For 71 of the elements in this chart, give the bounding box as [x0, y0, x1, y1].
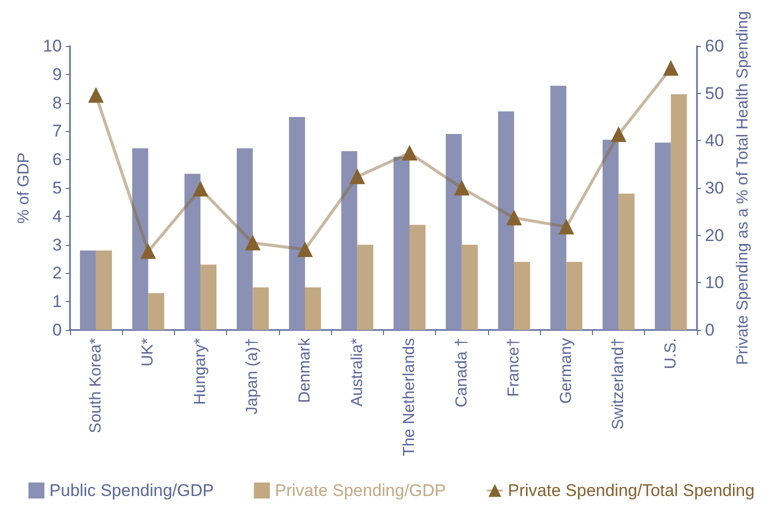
bar: [305, 287, 322, 330]
y2-tick-label: 30: [705, 178, 724, 198]
x-tick-label: Hungary*: [192, 338, 209, 405]
bar: [200, 264, 216, 330]
bar: [550, 86, 566, 330]
bar: [289, 117, 306, 330]
bar: [357, 244, 374, 330]
bar: [618, 194, 635, 330]
y-tick-label: 5: [52, 178, 62, 198]
x-tick-label: Denmark: [296, 337, 314, 403]
y-tick-label: 4: [52, 206, 62, 226]
bar: [566, 262, 582, 330]
bar: [410, 224, 426, 330]
x-tick-label: Switzerland†: [610, 338, 628, 430]
y-axis-title: % of GDP: [16, 152, 32, 224]
y-tick-label: 0: [52, 320, 62, 340]
y-tick-label: 6: [52, 150, 62, 170]
point: [245, 235, 260, 250]
y-tick-label: 1: [52, 292, 62, 312]
y2-tick-label: 10: [705, 273, 724, 292]
legend-label: Private Spending/Total Spending: [508, 481, 755, 500]
bar: [654, 142, 671, 330]
point: [454, 180, 470, 196]
bar: [514, 262, 530, 330]
legend-label: Private Spending/GDP: [274, 481, 446, 500]
point: [558, 219, 574, 234]
x-tick-label: U.S.: [662, 338, 680, 370]
y-tick-label: 7: [52, 122, 62, 141]
y-tick-label: 2: [52, 264, 62, 283]
y2-tick-label: 40: [705, 131, 724, 150]
bar: [498, 111, 514, 330]
legend-label: Public Spending/GDP: [49, 481, 214, 500]
point: [402, 145, 418, 160]
x-tick-label: France†: [506, 338, 523, 397]
bar: [80, 250, 96, 330]
y-tick-label: 9: [52, 64, 62, 84]
bar: [394, 156, 410, 330]
x-tick-label: The Netherlands: [401, 338, 418, 456]
y-tick-label: 8: [52, 93, 62, 112]
bar: [148, 293, 164, 330]
bar: [132, 148, 148, 330]
bar: [602, 140, 619, 330]
bar: [96, 250, 112, 330]
y2-tick-label: 0: [705, 320, 714, 340]
bar: [462, 244, 478, 330]
x-tick-label: Japan (a)†: [244, 338, 262, 414]
bar: [446, 134, 462, 330]
point: [88, 88, 104, 103]
point: [611, 127, 626, 142]
x-tick-label: Germany: [558, 338, 575, 404]
point: [506, 210, 522, 226]
bar: [670, 94, 687, 330]
point: [298, 242, 313, 258]
point: [140, 244, 156, 259]
bar: [184, 174, 200, 330]
point: [663, 60, 678, 76]
y2-tick-label: 20: [705, 226, 724, 245]
bar: [252, 287, 269, 330]
x-tick-label: South Korea*: [87, 338, 104, 434]
y2-tick-label: 60: [705, 36, 724, 56]
y-tick-label: 3: [52, 235, 62, 254]
bar: [236, 148, 253, 330]
x-tick-label: Canada †: [453, 338, 470, 408]
bar: [341, 151, 358, 330]
x-tick-label: UK*: [140, 338, 157, 366]
point: [350, 169, 365, 184]
point: [192, 181, 208, 196]
y2-axis-title: Private Spending as a % of Total Health Spending: [734, 11, 752, 365]
y2-tick-label: 50: [705, 84, 724, 103]
x-tick-label: Australia*: [348, 338, 366, 406]
y-tick-label: 10: [42, 36, 62, 56]
